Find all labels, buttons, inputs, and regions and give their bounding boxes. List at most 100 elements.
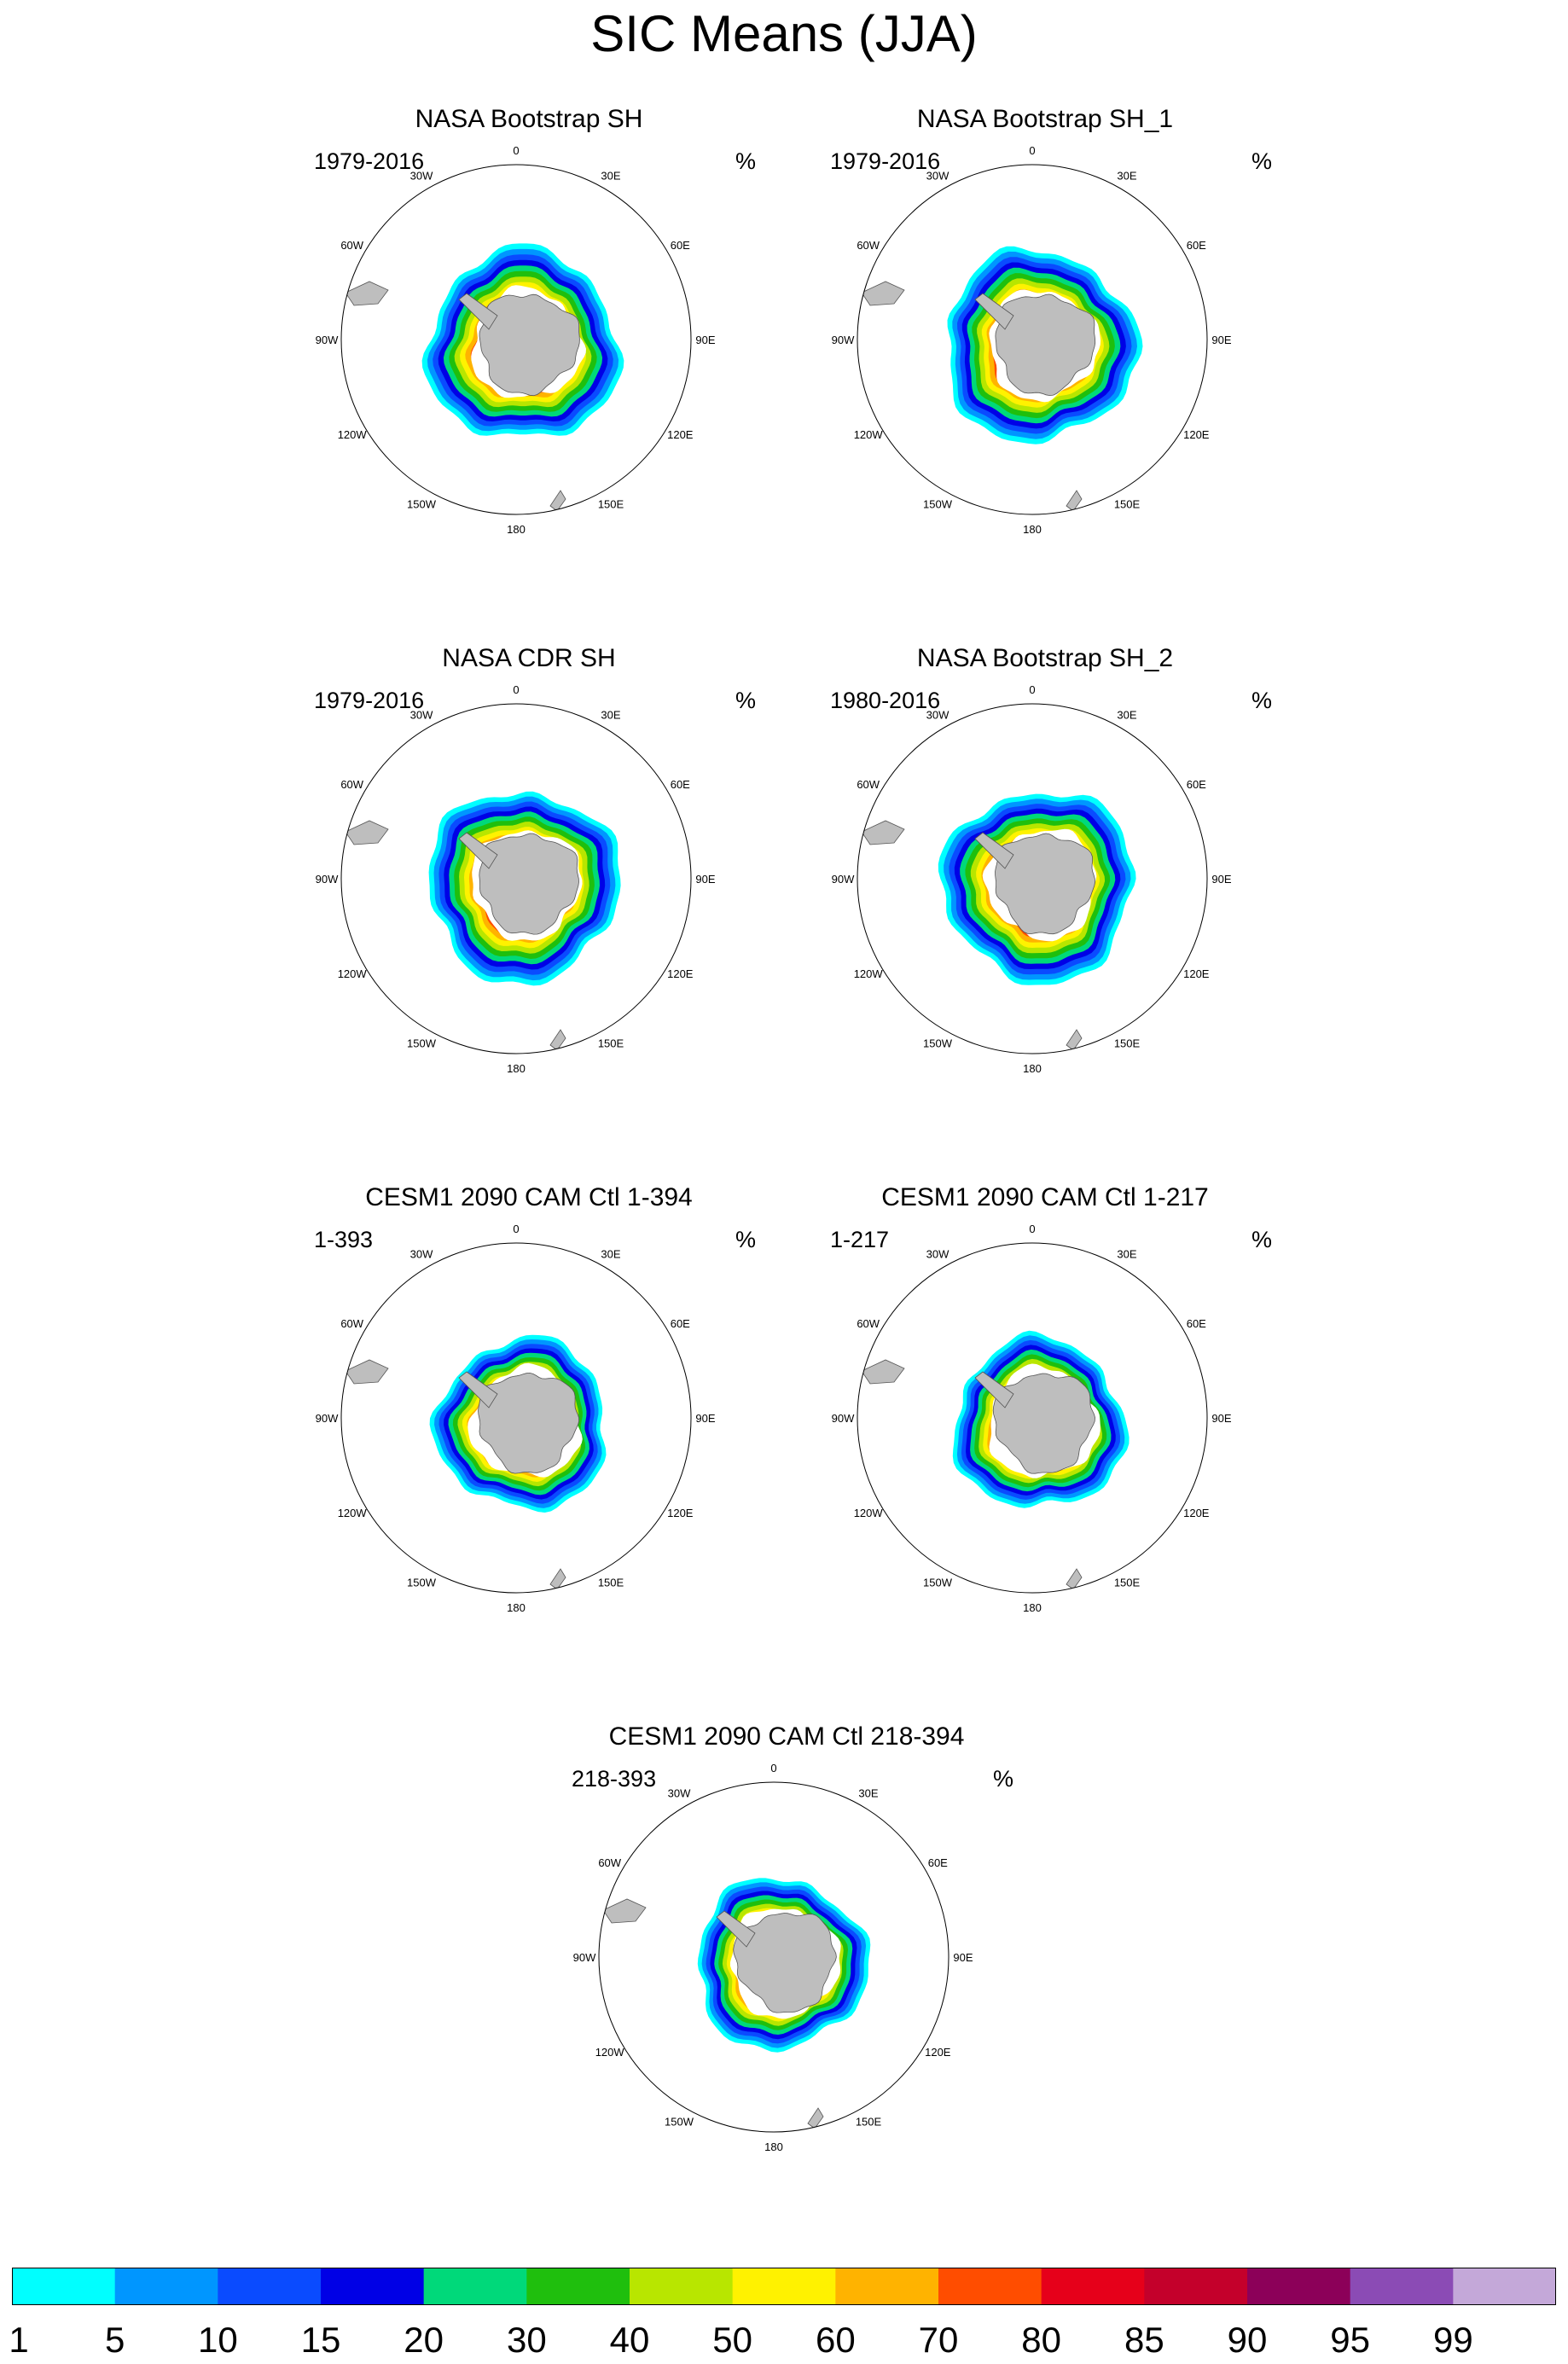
- longitude-label: 150E: [1114, 1037, 1141, 1049]
- colorbar-swatch: [1453, 2268, 1556, 2305]
- panel-units: %: [735, 1227, 756, 1252]
- longitude-label: 150E: [598, 1576, 624, 1589]
- longitude-label: 150W: [407, 1576, 437, 1589]
- longitude-label: 120W: [338, 1507, 368, 1519]
- map-boundary: [857, 1242, 1208, 1594]
- antarctic-peninsula: [974, 832, 1014, 869]
- longitude-label: 120E: [1183, 1507, 1210, 1519]
- colorbar-tick-label: 85: [1124, 2320, 1164, 2360]
- antarctic-peninsula: [458, 1371, 498, 1409]
- antarctica-landmass: [992, 1373, 1096, 1474]
- colorbar-swatch: [321, 2268, 425, 2305]
- map-panel: NASA Bootstrap SH_1 1979-2016% 0 30E 60E 90E 1…: [781, 102, 1310, 614]
- south-america-landmass: [861, 281, 905, 306]
- map-boundary: [857, 703, 1208, 1054]
- map-panel: CESM1 2090 CAM Ctl 1-217 1-217% 0 30E 60E 90E…: [781, 1181, 1310, 1693]
- longitude-label: 90W: [316, 873, 339, 886]
- longitude-label: 90W: [573, 1951, 596, 1964]
- panel-units: %: [735, 688, 756, 713]
- south-america-landmass: [345, 281, 389, 306]
- figure-title: SIC Means (JJA): [590, 5, 978, 62]
- colorbar-labels: 1 5 10 15 20 30 40 50 60 70 80 85 90 95 99: [0, 2319, 1568, 2361]
- longitude-label: 150E: [598, 497, 624, 510]
- longitude-label: 90W: [832, 334, 855, 346]
- longitude-label: 60W: [340, 1317, 363, 1330]
- longitude-label: 180: [1023, 1062, 1042, 1075]
- new-zealand-landmass: [549, 1029, 566, 1051]
- polar-map: 0 30E 60E 90E 120E 150E 180 150W 120W 90W 60W 30W: [832, 144, 1232, 536]
- colorbar-tick-label: 99: [1432, 2320, 1473, 2360]
- colorbar-swatch: [1041, 2268, 1145, 2305]
- longitude-label: 30W: [410, 1248, 433, 1261]
- polar-map: 0 30E 60E 90E 120E 150E 180 150W 120W 90W 60W 30W: [316, 683, 716, 1075]
- longitude-label: 90E: [695, 873, 715, 886]
- longitude-label: 60E: [1187, 239, 1206, 252]
- colorbar-tick-label: 90: [1227, 2320, 1268, 2360]
- colorbar-swatch: [423, 2268, 527, 2305]
- panel-period: 218-393: [572, 1766, 657, 1792]
- map-panel: CESM1 2090 CAM Ctl 218-394 218-393% 0 30E 60…: [522, 1720, 1051, 2232]
- colorbar-swatch: [12, 2268, 116, 2305]
- new-zealand-landmass: [807, 2107, 824, 2129]
- panel-title: CESM1 2090 CAM Ctl 1-394: [365, 1183, 693, 1211]
- antarctic-peninsula: [974, 1371, 1014, 1409]
- antarctica-landmass: [479, 293, 580, 397]
- new-zealand-landmass: [549, 1568, 566, 1590]
- longitude-label: 150E: [1114, 1576, 1141, 1589]
- polar-map: 0 30E 60E 90E 120E 150E 180 150W 120W 90W 60W 30W: [316, 1223, 716, 1614]
- longitude-label: 90E: [695, 334, 715, 346]
- colorbar-tick-label: 95: [1330, 2320, 1371, 2360]
- longitude-label: 60W: [340, 778, 363, 791]
- panel-period: 1-217: [830, 1227, 890, 1252]
- longitude-label: 120W: [595, 2046, 625, 2059]
- antarctic-peninsula: [974, 293, 1014, 330]
- colorbar-swatch: [1144, 2268, 1248, 2305]
- colorbar-swatch: [218, 2268, 322, 2305]
- new-zealand-landmass: [1066, 1029, 1083, 1051]
- longitude-label: 120W: [338, 428, 368, 441]
- longitude-label: 150W: [923, 1037, 953, 1049]
- longitude-label: 120W: [854, 967, 884, 980]
- colorbar-swatch: [835, 2268, 939, 2305]
- colorbar-tick-label: 15: [300, 2320, 341, 2360]
- panel-units: %: [1251, 148, 1272, 174]
- panel-period: 1979-2016: [314, 148, 425, 174]
- longitude-label: 180: [507, 1062, 526, 1075]
- panel-period: 1-393: [314, 1227, 374, 1252]
- map-panel: NASA Bootstrap SH 1979-2016% 0 30E 60E 90E 120…: [264, 102, 793, 614]
- longitude-label: 120W: [338, 967, 368, 980]
- colorbar-swatch: [526, 2268, 630, 2305]
- polar-map: 0 30E 60E 90E 120E 150E 180 150W 120W 90W 60W 30W: [316, 144, 716, 536]
- panel-title: NASA Bootstrap SH_1: [916, 105, 1174, 133]
- map-panel: NASA Bootstrap SH_2 1980-2016% 0 30E 60E 90E 1…: [781, 642, 1310, 1153]
- longitude-label: 150W: [923, 497, 953, 510]
- south-america-landmass: [861, 1359, 905, 1385]
- south-america-landmass: [345, 1359, 389, 1385]
- longitude-label: 150W: [923, 1576, 953, 1589]
- longitude-label: 30E: [1117, 170, 1136, 183]
- longitude-label: 30W: [926, 709, 950, 722]
- longitude-label: 30E: [1117, 1248, 1136, 1261]
- longitude-label: 150E: [598, 1037, 624, 1049]
- longitude-label: 150E: [1114, 497, 1141, 510]
- longitude-label: 0: [513, 144, 519, 157]
- longitude-label: 120E: [667, 1507, 694, 1519]
- colorbar-frame: [12, 2268, 1556, 2305]
- south-america-landmass: [345, 820, 389, 845]
- longitude-label: 60W: [857, 778, 880, 791]
- longitude-label: 0: [513, 683, 519, 696]
- longitude-label: 30W: [926, 1248, 950, 1261]
- panel-units: %: [992, 1766, 1013, 1792]
- panel-title: CESM1 2090 CAM Ctl 218-394: [608, 1722, 965, 1751]
- colorbar-swatch: [1350, 2268, 1454, 2305]
- polar-map: 0 30E 60E 90E 120E 150E 180 150W 120W 90W 60W 30W: [832, 683, 1232, 1075]
- colorbar-tick-label: 40: [609, 2320, 650, 2360]
- panel-title: NASA Bootstrap SH_2: [916, 644, 1174, 672]
- panel-units: %: [1251, 1227, 1272, 1252]
- longitude-label: 120E: [925, 2046, 951, 2059]
- longitude-label: 30E: [1117, 709, 1136, 722]
- longitude-label: 120E: [1183, 967, 1210, 980]
- longitude-label: 180: [1023, 523, 1042, 536]
- longitude-label: 180: [507, 523, 526, 536]
- longitude-label: 150E: [856, 2115, 882, 2128]
